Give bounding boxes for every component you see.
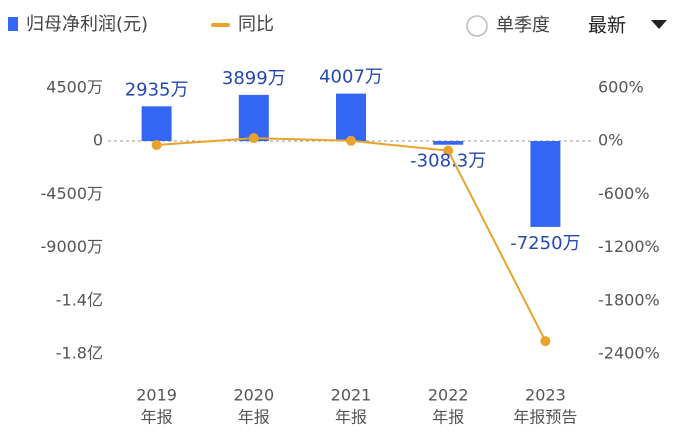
value-label: 4007万 (319, 67, 383, 88)
yoy-point (248, 133, 259, 144)
legend-label: 同比 (238, 14, 274, 35)
y2-tick-label: -1200% (598, 237, 660, 256)
value-label: 3899万 (222, 68, 286, 89)
yoy-line (156, 137, 547, 342)
bar (433, 141, 464, 145)
dropdown-label[interactable]: 最新 (588, 15, 626, 37)
y2-tick-label: 600% (598, 77, 644, 96)
dropdown[interactable]: 最新 (588, 15, 667, 37)
y2-tick-label: -1800% (598, 290, 660, 309)
x-tick-label: 2020 (233, 386, 274, 405)
x-tick-label: 2019 (136, 386, 177, 405)
x-tick-label: 2023 (525, 386, 566, 405)
y2-tick-label: -600% (598, 184, 650, 203)
y2-tick-label: 0% (598, 131, 623, 150)
bar (530, 141, 561, 227)
dropdown-arrow[interactable] (651, 20, 667, 29)
legend-label: 归母净利润(元) (26, 14, 148, 35)
value-label: 2935万 (125, 79, 189, 100)
y-tick-label: -9000万 (41, 237, 104, 256)
x-tick-label: 年报 (238, 408, 270, 427)
x-tick-label: 年报 (432, 408, 464, 427)
y-tick-label: 4500万 (46, 77, 103, 96)
x-tick-label: 2021 (331, 386, 372, 405)
bar (141, 106, 172, 142)
bar (336, 93, 366, 142)
y-tick-label: 0 (93, 131, 103, 150)
yoy-point (151, 140, 162, 151)
x-tick-label: 年报 (141, 408, 173, 427)
yoy-point (443, 145, 454, 156)
radio-option[interactable]: 单季度 (466, 15, 550, 37)
radio-label[interactable]: 单季度 (496, 15, 550, 36)
x-tick-label: 2022 (428, 386, 469, 405)
x-tick-label: 年报预告 (513, 408, 577, 427)
y2-tick-label: -2400% (598, 344, 660, 363)
yoy-point (540, 336, 551, 347)
yoy-point (346, 135, 356, 146)
y-tick-label: -1.4亿 (56, 290, 103, 309)
y-tick-label: -1.8亿 (56, 344, 103, 363)
x-tick-label: 年报 (335, 408, 367, 427)
legend-swatch (8, 17, 18, 31)
radio-button[interactable] (466, 15, 488, 37)
value-label: -308.3万 (410, 151, 486, 172)
y-tick-label: -4500万 (41, 184, 104, 203)
value-label: -7250万 (510, 233, 580, 254)
